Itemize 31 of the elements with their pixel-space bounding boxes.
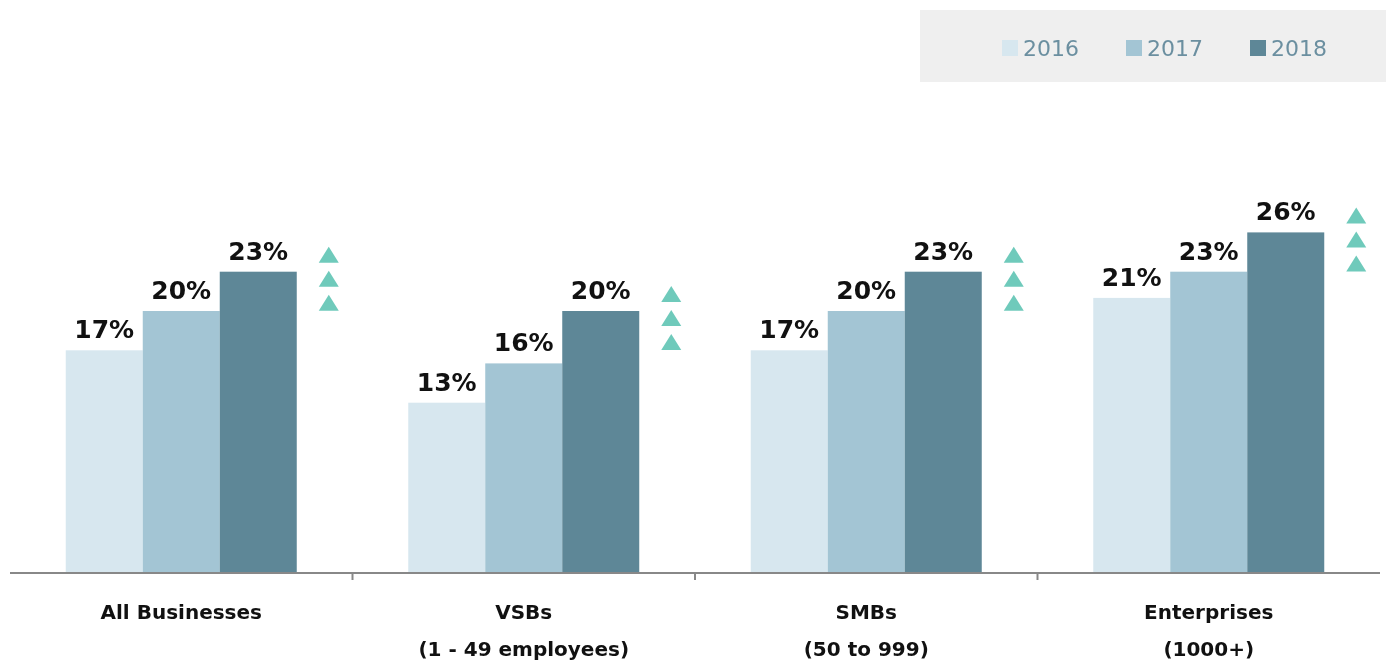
data-label: 26% (1255, 197, 1316, 227)
bar (408, 402, 486, 573)
x-tick-label: All Businesses (100, 600, 262, 624)
bar (904, 271, 982, 573)
bar (1170, 271, 1248, 573)
data-label: 20% (151, 276, 212, 305)
data-label: 17% (759, 315, 820, 345)
data-label: 23% (1178, 236, 1239, 266)
x-tick-label: SMBs (50 to 999) (803, 600, 929, 661)
bar (562, 311, 640, 573)
bar (827, 311, 905, 573)
data-label: 23% (228, 236, 289, 266)
bar (142, 311, 220, 573)
bar (750, 350, 828, 573)
data-label: 16% (493, 328, 554, 358)
data-label: 20% (570, 276, 631, 305)
legend-label: 2016 (1023, 36, 1079, 61)
x-tick-label: Enterprises (1000+) (1144, 600, 1274, 661)
legend-label: 2018 (1271, 36, 1327, 61)
data-label: 23% (913, 236, 974, 266)
data-label: 21% (1101, 262, 1162, 292)
bar (485, 363, 563, 573)
bar (219, 271, 297, 573)
legend-label: 2017 (1147, 36, 1203, 61)
bar (1093, 297, 1171, 573)
bar (65, 350, 143, 573)
data-label: 20% (836, 276, 897, 305)
data-label: 13% (416, 367, 477, 397)
data-label: 17% (74, 315, 135, 345)
x-tick-label: VSBs (1 - 49 employees) (418, 600, 630, 661)
bar (1247, 232, 1325, 573)
